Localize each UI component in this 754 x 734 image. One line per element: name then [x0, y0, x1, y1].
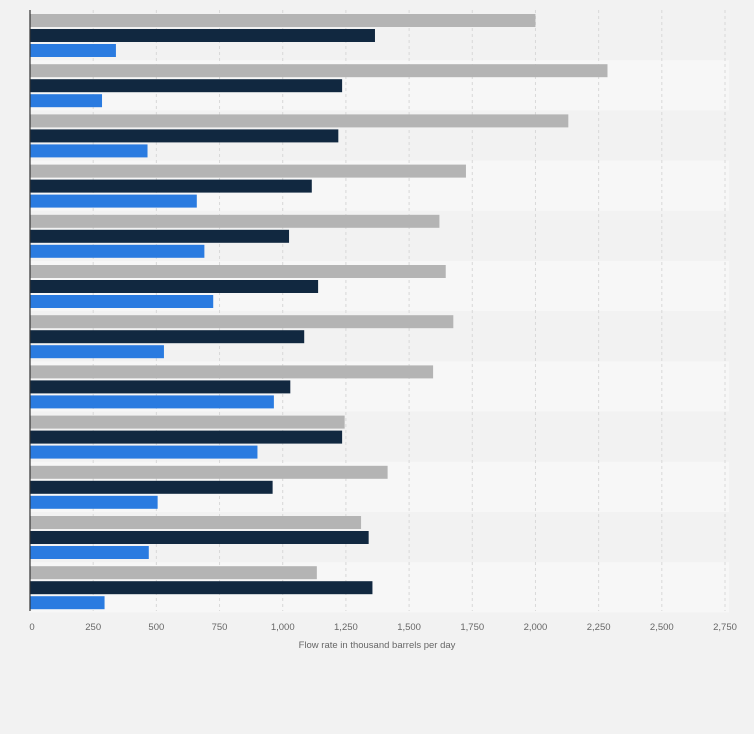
bar-series-1-row-4 [30, 164, 466, 178]
bar-series-1-row-7 [30, 315, 454, 329]
bar-series-2-row-11 [30, 531, 369, 544]
x-tick-label: 2,750 [713, 622, 737, 633]
bar-series-3-row-10 [30, 495, 158, 509]
bar-series-2-row-5 [30, 229, 290, 243]
bar-series-2-row-10 [30, 480, 273, 494]
x-tick-label: 1,250 [334, 622, 358, 633]
bar-series-2-row-2 [30, 79, 343, 93]
bar-series-1-row-3 [30, 114, 569, 128]
bar-series-1-row-10 [30, 465, 388, 479]
x-axis-title: Flow rate in thousand barrels per day [299, 640, 456, 651]
bar-series-3-row-3 [30, 144, 148, 158]
bar-series-2-row-9 [30, 430, 343, 444]
bar-series-1-row-11 [30, 516, 362, 529]
bar-series-3-row-6 [30, 295, 214, 308]
bars [30, 14, 608, 610]
x-tick-label: 0 [29, 622, 34, 633]
x-tick-label: 2,000 [524, 622, 548, 633]
bar-series-3-row-7 [30, 345, 164, 359]
x-tick-label: 1,500 [397, 622, 421, 633]
bar-series-1-row-12 [30, 566, 317, 580]
x-tick-label: 500 [148, 622, 164, 633]
x-tick-label: 250 [85, 622, 101, 633]
x-tick-label: 2,250 [587, 622, 611, 633]
bar-series-2-row-7 [30, 330, 305, 344]
bar-series-3-row-12 [30, 596, 105, 610]
bar-series-2-row-3 [30, 129, 339, 143]
bar-series-3-row-9 [30, 445, 258, 459]
bar-series-2-row-8 [30, 380, 291, 394]
bar-series-1-row-5 [30, 214, 440, 228]
x-tick-label: 750 [212, 622, 228, 633]
bar-series-1-row-2 [30, 64, 608, 78]
bar-series-2-row-12 [30, 581, 373, 595]
bar-series-3-row-8 [30, 395, 274, 409]
x-tick-label: 1,750 [460, 622, 484, 633]
bar-series-3-row-5 [30, 244, 205, 258]
bar-series-1-row-1 [30, 14, 536, 27]
bar-series-1-row-6 [30, 265, 446, 278]
bar-series-3-row-4 [30, 194, 197, 208]
gridlines [92, 10, 726, 611]
bar-series-1-row-8 [30, 365, 434, 379]
bar-series-2-row-6 [30, 280, 319, 293]
x-tick-labels: 0 250 500 750 1,000 1,250 1,500 1,750 2,000 2,250… [29, 622, 737, 633]
bar-series-3-row-11 [30, 546, 149, 559]
bar-series-3-row-1 [30, 44, 116, 57]
bar-series-3-row-2 [30, 94, 103, 108]
bar-series-2-row-1 [30, 29, 375, 42]
x-tick-label: 2,500 [650, 622, 674, 633]
bar-series-2-row-4 [30, 179, 312, 193]
x-tick-label: 1,000 [271, 622, 295, 633]
bar-series-1-row-9 [30, 415, 345, 429]
